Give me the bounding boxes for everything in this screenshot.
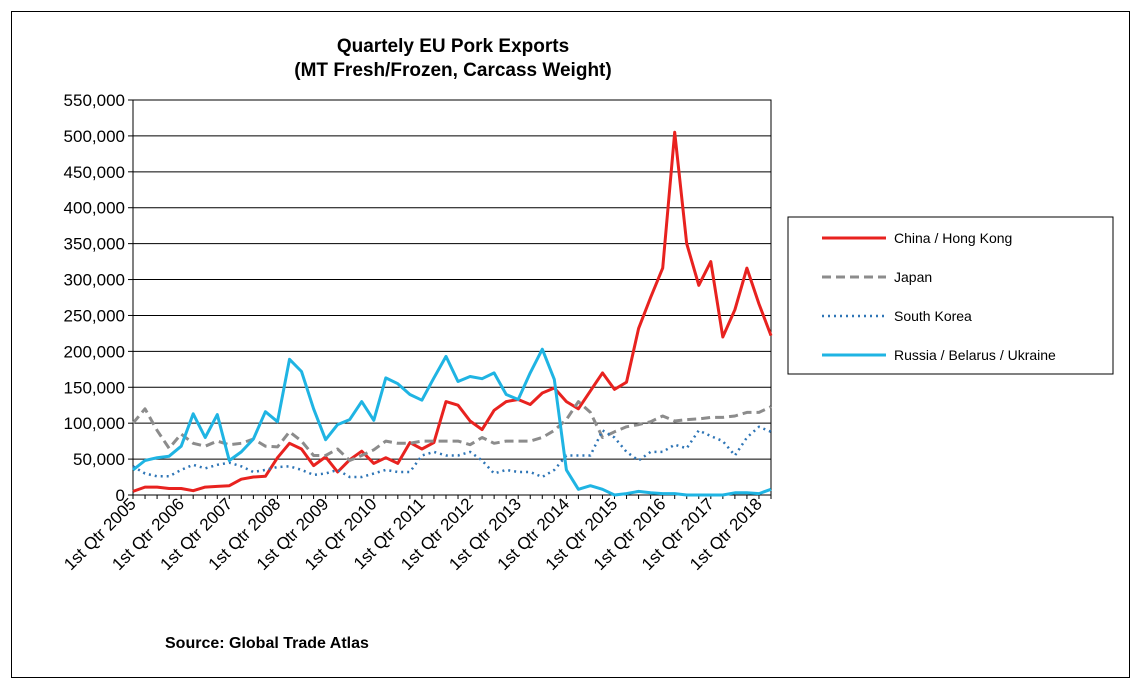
chart-subtitle: (MT Fresh/Frozen, Carcass Weight)	[294, 60, 611, 81]
source-note: Source: Global Trade Atlas	[165, 635, 369, 652]
chart-title: Quartely EU Pork Exports	[337, 36, 569, 57]
y-tick-label: 550,000	[64, 91, 125, 110]
y-tick-label: 450,000	[64, 163, 125, 182]
y-tick-label: 100,000	[64, 414, 125, 433]
series-group	[131, 130, 773, 497]
legend-label: Russia / Belarus / Ukraine	[894, 347, 1056, 363]
y-tick-label: 0	[116, 486, 125, 505]
y-axis: 0 50,000 100,000 150,000 200,000 250,000 300,0…	[64, 91, 133, 505]
y-tick-label: 300,000	[64, 271, 125, 290]
y-tick-label: 500,000	[64, 127, 125, 146]
y-tick-label: 250,000	[64, 306, 125, 325]
legend-label: Japan	[894, 269, 932, 285]
series-line-2	[131, 400, 772, 462]
legend-label: South Korea	[894, 308, 972, 324]
y-tick-label: 350,000	[64, 235, 125, 254]
plot-area	[132, 99, 772, 496]
legend-label: China / Hong Kong	[894, 230, 1012, 246]
legend: China / Hong Kong Japan South Korea Russia …	[787, 216, 1114, 375]
legend-box	[787, 216, 1114, 375]
gridlines	[133, 99, 771, 496]
series-line-3	[132, 425, 772, 479]
y-tick-label: 200,000	[64, 342, 125, 361]
y-tick-label: 150,000	[64, 378, 125, 397]
y-tick-label: 400,000	[64, 199, 125, 218]
series-line-1	[132, 130, 773, 493]
y-tick-label: 50,000	[73, 450, 125, 469]
series-line-4	[132, 347, 772, 497]
